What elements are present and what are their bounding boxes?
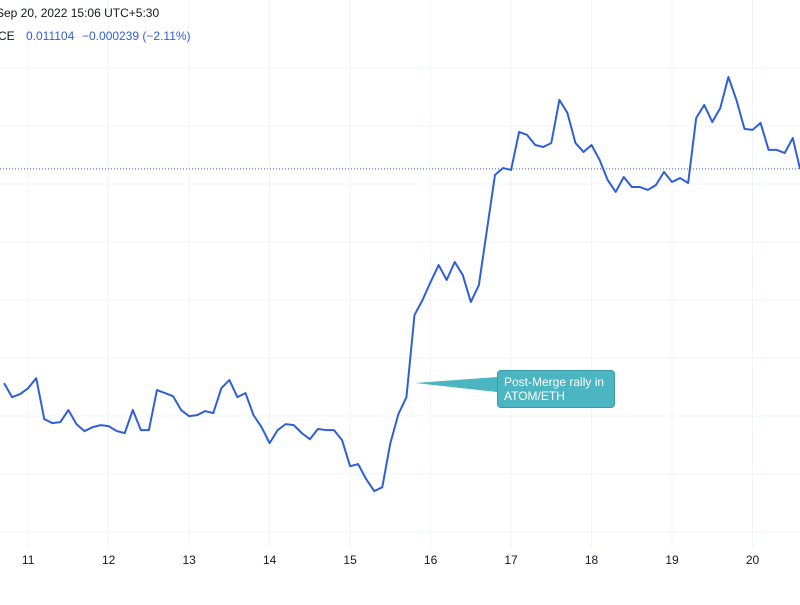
header-date: Sep 20, 2022 15:06 UTC+5:30 xyxy=(0,6,159,20)
last-price: 0.011104 xyxy=(26,29,75,43)
x-tick-label: 11 xyxy=(22,553,35,567)
price-line-series xyxy=(3,75,800,493)
x-tick-label: 20 xyxy=(746,553,760,567)
price-change: −0.000239 (−2.11%) xyxy=(82,29,191,43)
x-tick-label: 16 xyxy=(424,553,438,567)
x-tick-label: 12 xyxy=(102,553,116,567)
x-tick-label: 13 xyxy=(182,553,196,567)
annotation-pointer xyxy=(415,377,497,392)
annotation: Post-Merge rally in ATOM/ETH xyxy=(497,370,615,408)
price-label: CE xyxy=(0,29,15,43)
x-tick-label: 14 xyxy=(263,553,277,567)
x-tick-label: 18 xyxy=(585,553,599,567)
x-tick-label: 19 xyxy=(665,553,679,567)
x-tick-label: 15 xyxy=(343,553,357,567)
x-tick-label: 17 xyxy=(504,553,518,567)
